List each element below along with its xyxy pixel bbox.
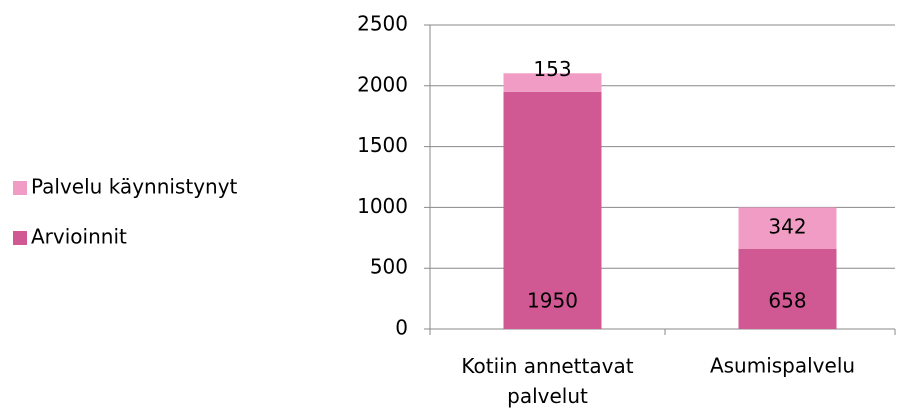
- data-label: 1950: [527, 289, 578, 313]
- bar-segment: [503, 91, 602, 329]
- legend-swatch: [13, 181, 27, 195]
- legend-label: Palvelu käynnistynyt: [31, 175, 238, 199]
- data-label: 658: [768, 289, 806, 313]
- y-tick-label: 0: [395, 316, 408, 340]
- data-label: 153: [533, 57, 571, 81]
- x-tick-label: Kotiin annettavat palvelut: [461, 354, 633, 408]
- legend-label: Arvioinnit: [31, 225, 127, 249]
- bar-segment: [503, 73, 602, 92]
- y-tick-label: 500: [370, 255, 408, 279]
- x-tick-label: Asumispalvelu: [710, 354, 855, 378]
- bar-segment: [738, 207, 837, 249]
- y-tick-label: 2000: [357, 72, 408, 96]
- y-tick-label: 2500: [357, 12, 408, 36]
- bar-segment: [738, 248, 837, 329]
- y-tick-label: 1500: [357, 133, 408, 157]
- y-tick-label: 1000: [357, 194, 408, 218]
- legend-swatch: [13, 231, 27, 245]
- data-label: 342: [768, 215, 806, 239]
